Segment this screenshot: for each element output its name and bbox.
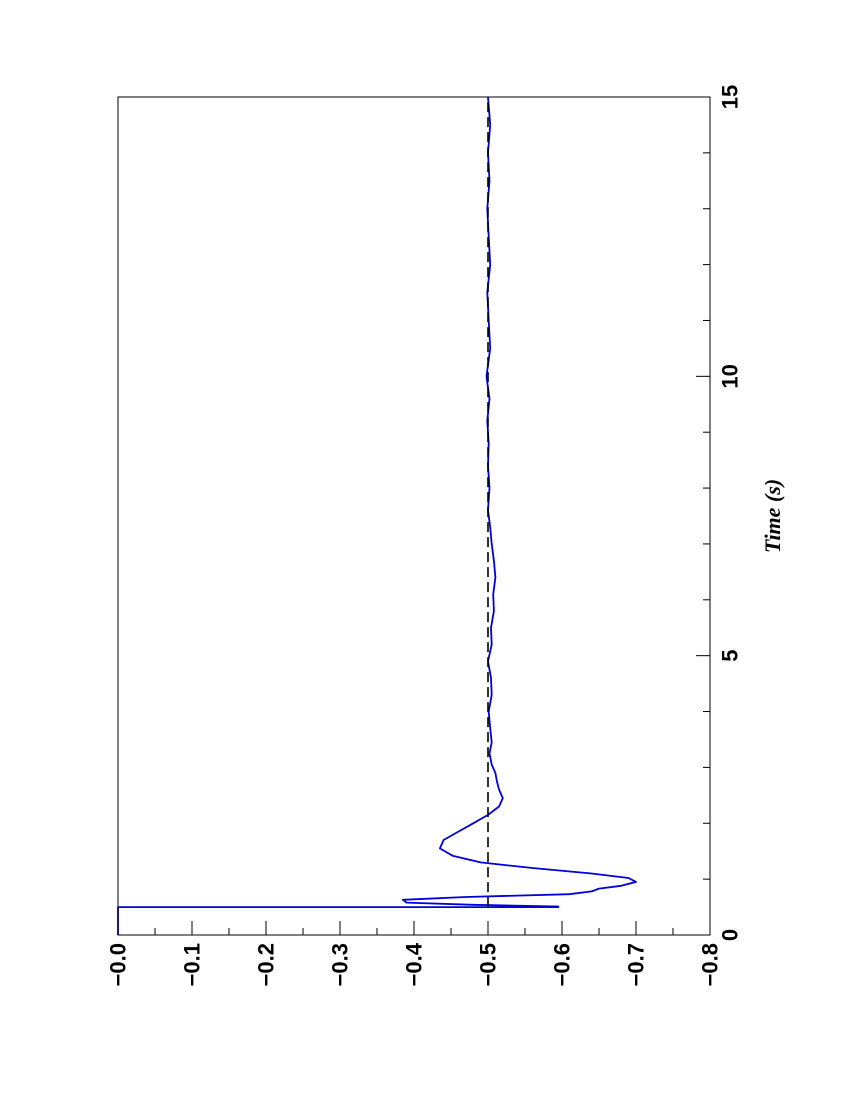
y-axis-ticks: −0.0 −0.1 −0.2 −0.3 −0.4 −0.5 −0.6 −0.7 −0.8	[106, 921, 723, 986]
series-line	[117, 96, 637, 935]
y-tick-label: −0.2	[254, 943, 279, 986]
x-axis-title: Time (s)	[760, 479, 785, 553]
y-tick-label: −0.0	[106, 943, 131, 986]
plot-frame	[117, 96, 711, 936]
series-layer	[117, 96, 637, 935]
y-tick-label: −0.7	[624, 943, 649, 986]
y-tick-label: −0.3	[328, 943, 353, 986]
y-tick-label: −0.5	[476, 943, 501, 986]
y-tick-label: −0.4	[402, 942, 427, 986]
y-tick-label: −0.6	[550, 943, 575, 986]
x-tick-label: 0	[718, 929, 743, 941]
x-tick-label: 15	[718, 85, 743, 109]
x-tick-label: 5	[718, 650, 743, 662]
y-tick-label: −0.1	[180, 943, 205, 986]
y-tick-label: −0.8	[698, 943, 723, 986]
x-tick-label: 10	[718, 364, 743, 388]
x-axis-ticks: 0 5 10 15	[696, 85, 743, 941]
